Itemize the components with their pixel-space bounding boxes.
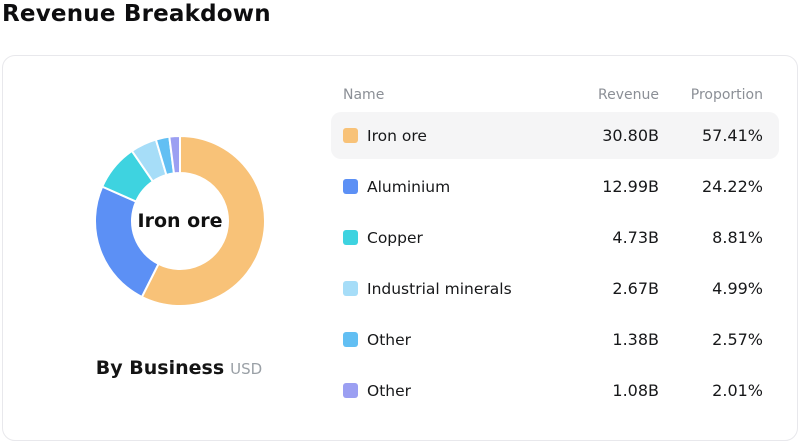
row-revenue: 30.80B [602,126,659,145]
page-title: Revenue Breakdown [2,1,271,27]
legend-swatch-icon [343,281,358,296]
row-name: Other [367,381,412,400]
row-proportion: 2.57% [712,330,763,349]
donut-slice-other[interactable] [168,135,181,175]
row-name: Industrial minerals [367,279,512,298]
row-proportion: 4.99% [712,279,763,298]
row-revenue: 1.38B [612,330,659,349]
table-row[interactable]: Copper 4.73B 8.81% [331,214,779,261]
donut-slice-aluminium[interactable] [94,185,160,298]
row-name: Other [367,330,412,349]
donut-slice-iron-ore[interactable] [140,135,266,307]
caption-label: By Business [95,357,225,379]
table-row[interactable]: Industrial minerals 2.67B 4.99% [331,265,779,312]
row-revenue: 2.67B [612,279,659,298]
header-proportion: Proportion [690,87,763,103]
row-name: Iron ore [367,126,427,145]
header-revenue: Revenue [598,87,659,103]
row-proportion: 2.01% [712,381,763,400]
row-revenue: 4.73B [612,228,659,247]
table-row[interactable]: Iron ore 30.80B 57.41% [331,112,779,159]
legend-swatch-icon [343,332,358,347]
row-proportion: 8.81% [712,228,763,247]
header-name: Name [343,87,385,103]
chart-caption: By Business USD [3,357,355,379]
row-name: Aluminium [367,177,451,196]
donut-chart-svg [94,135,266,307]
revenue-breakdown-card: Iron ore By Business USD Name Revenue Pro… [2,55,798,441]
breakdown-table: Name Revenue Proportion Iron ore 30.80B … [331,82,779,418]
table-row[interactable]: Aluminium 12.99B 24.22% [331,163,779,210]
legend-swatch-icon [343,383,358,398]
donut-chart[interactable]: Iron ore [94,135,266,307]
legend-swatch-icon [343,230,358,245]
table-row[interactable]: Other 1.08B 2.01% [331,367,779,414]
row-name: Copper [367,228,423,247]
table-body: Iron ore 30.80B 57.41% Aluminium 12.99B … [331,112,779,414]
row-revenue: 1.08B [612,381,659,400]
legend-swatch-icon [343,128,358,143]
caption-unit: USD [230,360,263,378]
row-proportion: 57.41% [701,126,763,145]
legend-swatch-icon [343,179,358,194]
row-proportion: 24.22% [701,177,763,196]
table-row[interactable]: Other 1.38B 2.57% [331,316,779,363]
table-header-row: Name Revenue Proportion [331,82,779,108]
row-revenue: 12.99B [602,177,659,196]
